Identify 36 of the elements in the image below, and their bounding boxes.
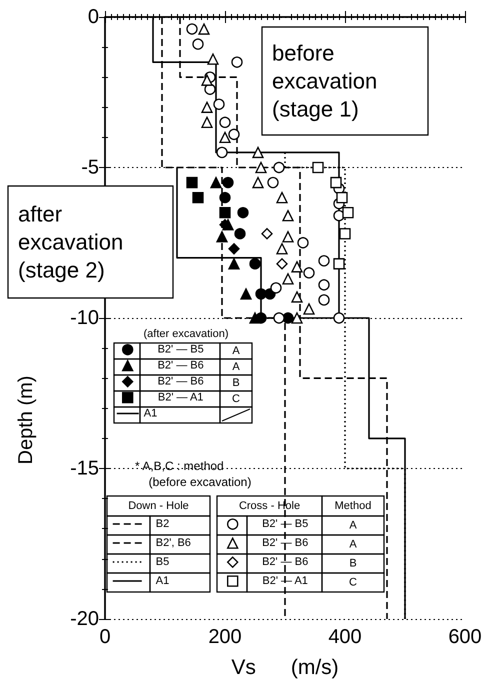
annotation: * A,B,C : method (135, 459, 224, 473)
y-tick-label: -5 (81, 156, 99, 178)
y-tick-label: -10 (70, 307, 99, 329)
y-tick-label: -15 (70, 458, 99, 480)
annotation: C (232, 393, 240, 405)
annotation: A (232, 345, 240, 357)
legend-label: B2' — B6 (262, 556, 308, 568)
annotation: A (232, 361, 240, 373)
annotation: (after excavation) (144, 328, 228, 340)
legend-label: B2 (156, 518, 170, 530)
x-tick-label: 200 (208, 626, 242, 648)
annotation: Cross - Hole (238, 500, 300, 512)
x-tick-label: 600 (448, 626, 482, 648)
x-tick-label: 400 (328, 626, 362, 648)
annotation: B (349, 558, 357, 570)
annotation: A (349, 520, 358, 532)
annotation: before excavation (stage 1) (272, 40, 378, 122)
annotation: B (232, 377, 240, 389)
annotation: C (349, 576, 358, 588)
legend-label: B2' — B6 (158, 360, 204, 372)
y-tick-label: -20 (70, 608, 99, 630)
legend-label: B2' — B5 (158, 344, 204, 356)
legend-label: B2' — B6 (158, 376, 204, 388)
legend-label: B2' — A1 (158, 392, 204, 404)
legend-label: A1 (144, 408, 158, 420)
annotation: (before excavation) (148, 475, 252, 489)
annotation: Method (334, 500, 372, 512)
legend-label: A1 (156, 575, 170, 587)
annotation: Down - Hole (128, 500, 189, 512)
x-axis-title: Vs (m/s) (231, 656, 339, 679)
y-tick-label: 0 (88, 6, 99, 28)
annotation: A (349, 538, 358, 550)
legend-label: B5 (156, 556, 170, 568)
annotation: after excavation (stage 2) (18, 202, 124, 282)
legend-label: B2', B6 (156, 537, 191, 549)
y-axis-title: Depth (m) (15, 376, 37, 464)
